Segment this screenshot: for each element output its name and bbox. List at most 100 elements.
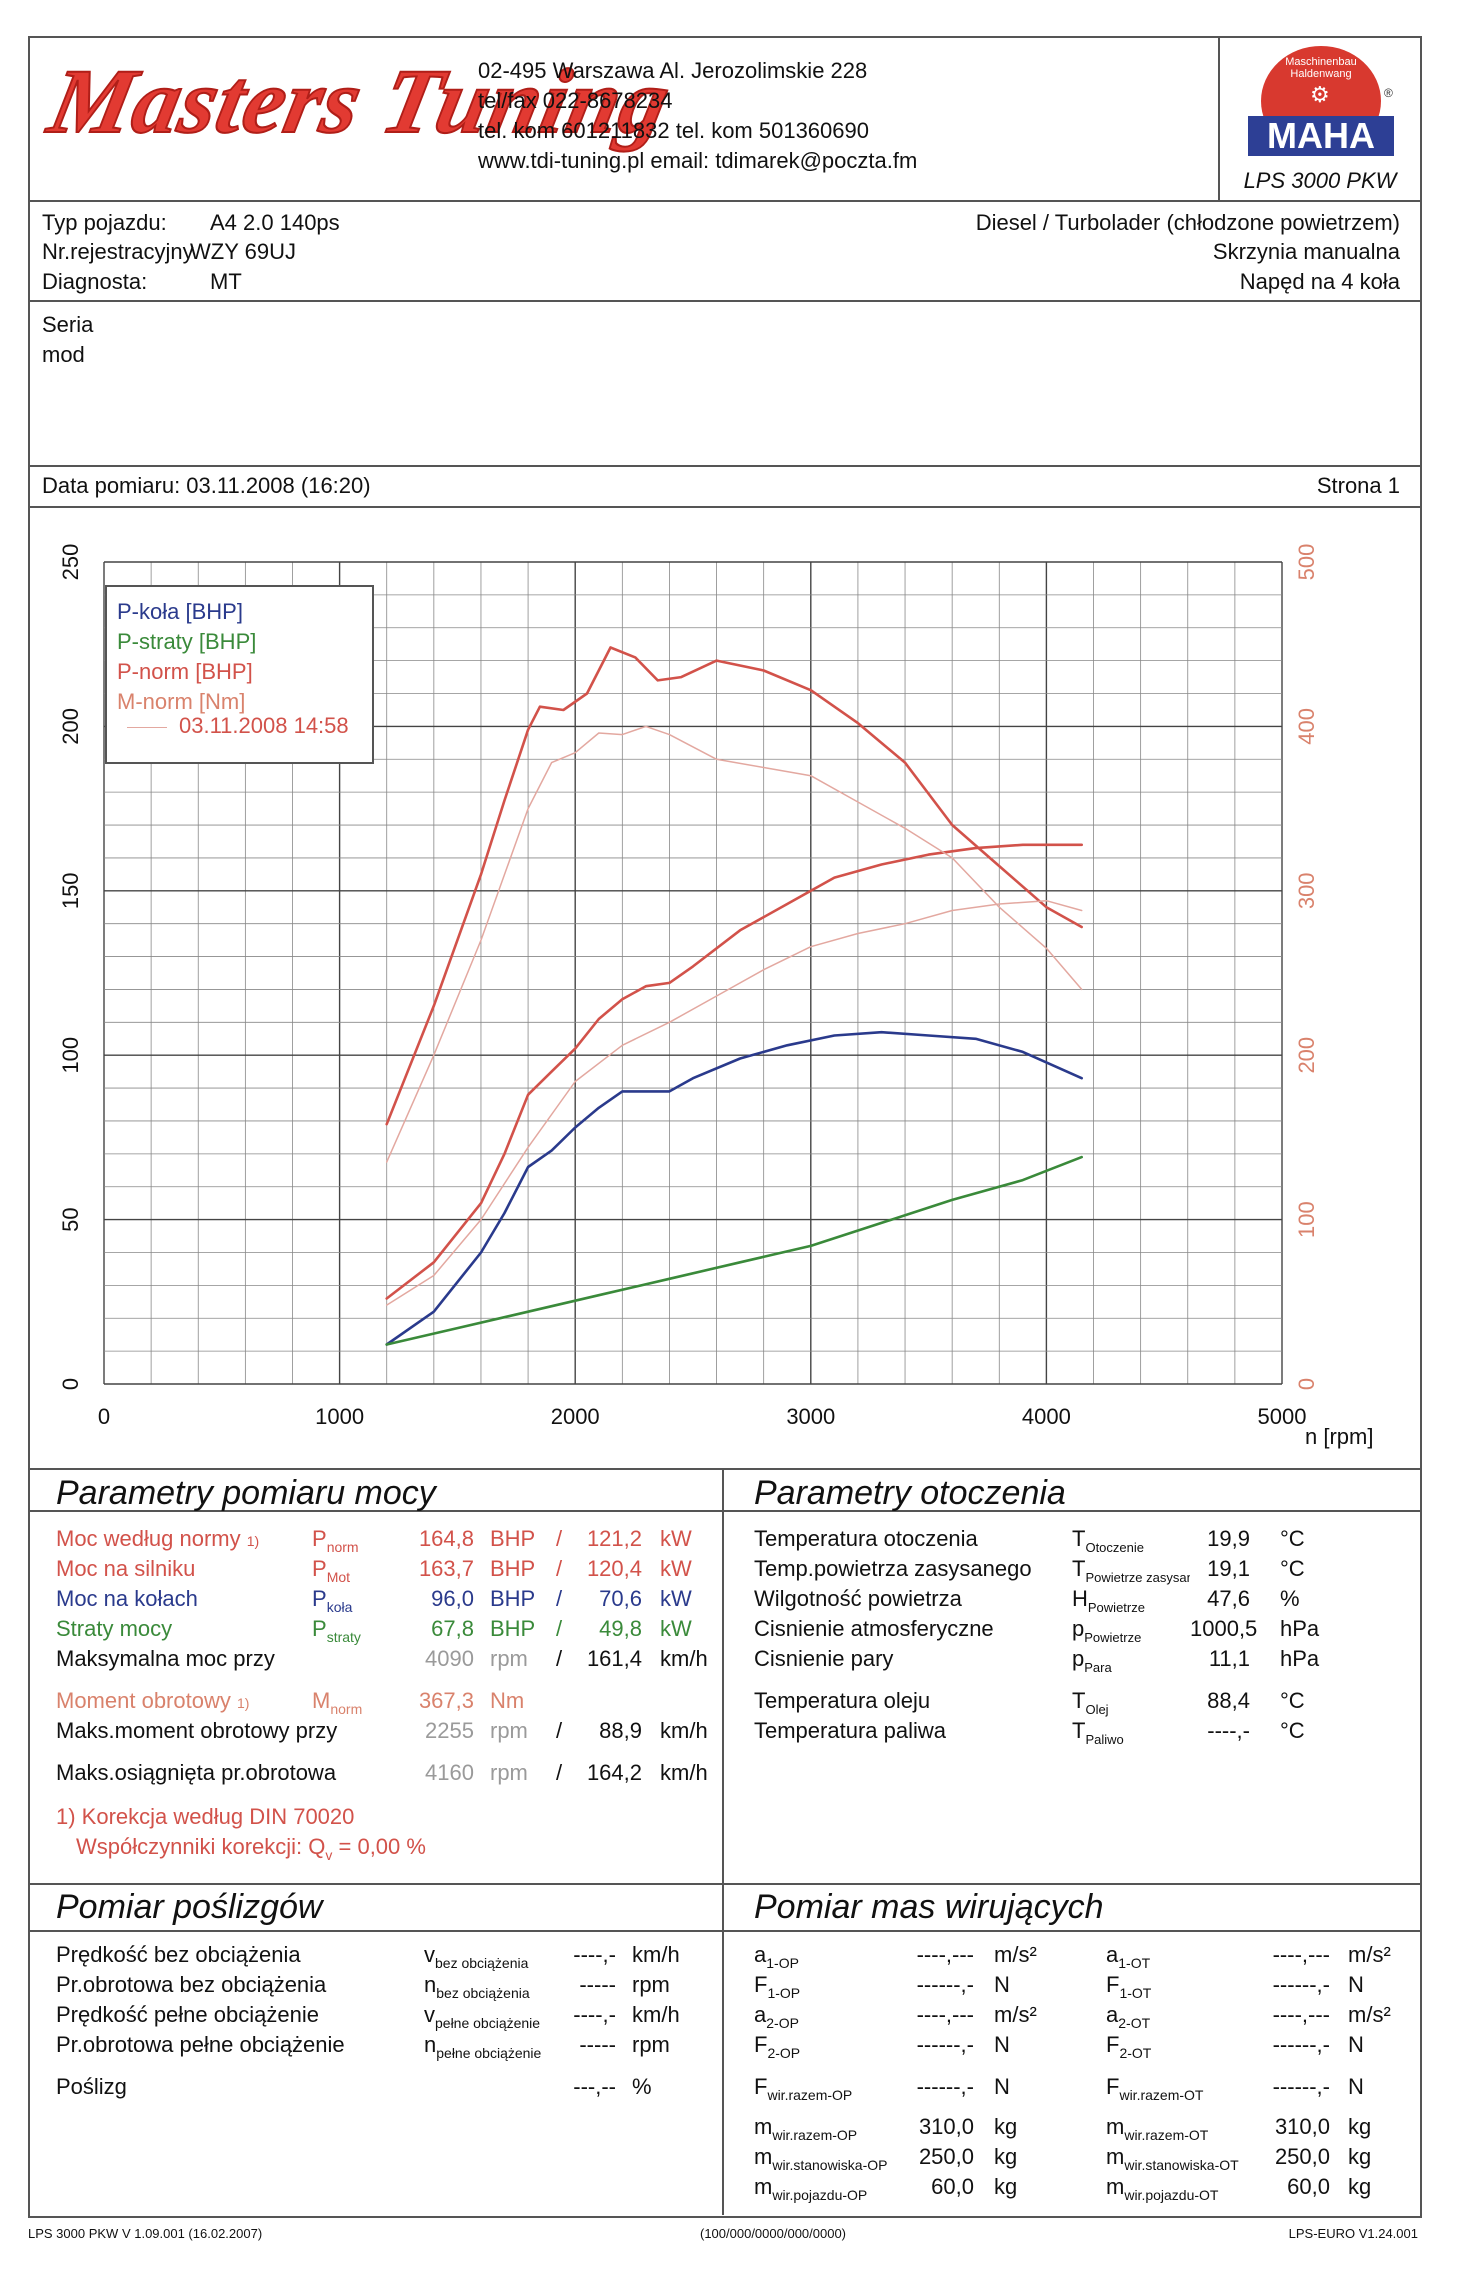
registration-label: Nr.rejestracyjny [42, 239, 194, 264]
mass-value: ------,- [916, 2074, 974, 2099]
torque-unit: Nm [490, 1688, 525, 1713]
mass-unit: N [1348, 2032, 1364, 2057]
maha-wordmark: MAHA [1248, 116, 1394, 156]
mass-value: ------,- [1272, 1972, 1330, 1997]
diagnostician-value: MT [210, 269, 242, 294]
power-wheels-kw: 70,6 [599, 1586, 642, 1611]
max-power-rpm-unit: rpm [490, 1646, 528, 1671]
series-label: Seria [42, 312, 94, 337]
env-symbol: TPaliwo [1072, 1718, 1124, 1747]
mass-value: ----,--- [1272, 2002, 1330, 2027]
slip-symbol-letter: v [424, 1942, 435, 1967]
series-line-m-norm-ref [385, 725, 1083, 1163]
slip-symbol-sub: pełne obciążenie [435, 2015, 541, 2031]
env-unit: hPa [1280, 1646, 1320, 1671]
mass-symbol: mwir.stanowiska-OT [1106, 2144, 1239, 2173]
chart-series [385, 646, 1083, 1346]
env-symbol: pPowietrze [1072, 1616, 1141, 1645]
mass-unit: N [994, 2074, 1010, 2099]
mass-symbol-sub: wir.pojazdu-OT [1124, 2187, 1219, 2203]
y-right-tick-label: 500 [1294, 544, 1319, 581]
mass-value: ------,- [1272, 2032, 1330, 2057]
gearbox-type: Skrzynia manualna [1212, 239, 1400, 264]
slip-symbol: vbez obciążenia [424, 1942, 528, 1971]
power-loss-label: Straty mocy [56, 1616, 173, 1641]
slip-label: Prędkość bez obciążenia [56, 1942, 301, 1967]
torque-value: 367,3 [418, 1688, 474, 1713]
env-label: Wilgotność powietrza [754, 1586, 962, 1611]
power-loss-symbol: Pstraty [312, 1616, 361, 1645]
env-symbol-letter: p [1072, 1616, 1085, 1641]
y-right-tick-label: 0 [1294, 1378, 1319, 1390]
max-rpm-unit: rpm [490, 1760, 528, 1785]
mass-symbol-sub: wir.stanowiska-OT [1124, 2157, 1239, 2173]
footer-code: (100/000/0000/000/0000) [700, 2226, 847, 2241]
mass-symbol-letter: m [1106, 2174, 1125, 2199]
power-norm-kw: 121,2 [586, 1526, 642, 1551]
power-loss-bhp-unit: BHP [490, 1616, 536, 1641]
dyno-model: LPS 3000 PKW [1243, 168, 1397, 193]
env-symbol-letter: p [1072, 1646, 1085, 1671]
divider [28, 1883, 1420, 1885]
mass-value: ----,--- [916, 1942, 974, 1967]
max-power-sep: / [556, 1646, 563, 1671]
mass-symbol-sub: 2-OP [766, 2015, 799, 2031]
env-symbol-sub: Para [1084, 1660, 1112, 1675]
mobile-line: tel. kom 601211832 tel. kom 501360690 [478, 118, 869, 143]
mass-symbol: mwir.pojazdu-OT [1106, 2174, 1218, 2203]
slip-symbol-sub: bez obciążenia [435, 1955, 529, 1971]
env-value: 88,4 [1190, 1688, 1250, 1714]
power-wheels-label: Moc na kołach [56, 1586, 198, 1611]
max-torque-speed: 88,9 [599, 1718, 642, 1743]
slip-symbol-sub: bez obciążenia [436, 1985, 530, 2001]
correction-note: 1) Korekcja według DIN 70020 [56, 1804, 355, 1829]
mass-symbol-sub: 1-OP [766, 1955, 799, 1971]
series-line-p-ko-a-bhp [385, 1030, 1083, 1346]
mass-symbol: F2-OP [754, 2032, 800, 2061]
max-rpm-speed-unit: km/h [660, 1760, 708, 1785]
env-symbol: TPowietrze zasysane [1072, 1556, 1201, 1585]
mass-unit: kg [994, 2174, 1018, 2199]
env-label: Cisnienie pary [754, 1646, 894, 1671]
torque-label: Moment obrotowy 1) [56, 1688, 250, 1713]
mass-symbol-sub: wir.razem-OT [1119, 2087, 1204, 2103]
mass-unit: N [994, 1972, 1010, 1997]
max-power-label: Maksymalna moc przy [56, 1646, 275, 1671]
max-torque-sep: / [556, 1718, 563, 1743]
diagnostician-label: Diagnosta: [42, 269, 148, 294]
env-value: ----,- [1190, 1718, 1250, 1744]
mass-unit: N [1348, 1972, 1364, 1997]
mass-symbol: Fwir.razem-OT [1106, 2074, 1203, 2103]
env-value: 11,1 [1190, 1646, 1250, 1672]
power-loss-sep: / [556, 1616, 563, 1641]
mass-symbol: mwir.pojazdu-OP [754, 2174, 867, 2203]
env-symbol-letter: T [1072, 1688, 1086, 1713]
env-symbol: TOtoczenie [1072, 1526, 1144, 1555]
env-symbol: HPowietrze [1072, 1586, 1145, 1615]
mod-label: mod [42, 342, 85, 367]
maha-ring-text: Maschinenbau Haldenwang [1285, 56, 1357, 80]
slip-symbol-letter: v [424, 2002, 435, 2027]
address-line: 02-495 Warszawa Al. Jerozolimskie 228 [478, 58, 868, 83]
mass-symbol-letter: F [754, 2074, 768, 2099]
mass-unit: kg [1348, 2144, 1372, 2169]
x-tick-label: 5000 [1258, 1404, 1307, 1429]
mass-unit: kg [994, 2114, 1018, 2139]
mass-value: 250,0 [1274, 2144, 1330, 2169]
divider [28, 506, 1420, 508]
mass-symbol: a2-OP [754, 2002, 799, 2031]
env-label: Temperatura oleju [754, 1688, 931, 1713]
mass-symbol-letter: m [754, 2174, 773, 2199]
slip-label: Poślizg [56, 2074, 127, 2099]
y-left-tick-label: 0 [58, 1378, 83, 1390]
power-norm-bhp: 164,8 [418, 1526, 474, 1551]
dyno-chart: 0 1000 2000 3000 4000 5000 0 50 100 150 200 250 0 100… [58, 544, 1319, 1429]
max-torque-speed-unit: km/h [660, 1718, 708, 1743]
mass-symbol-sub: wir.razem-OP [772, 2127, 858, 2143]
mass-symbol: Fwir.razem-OP [754, 2074, 852, 2103]
mass-unit: kg [994, 2144, 1018, 2169]
mass-symbol: F1-OP [754, 1972, 800, 2001]
gear-icon: ⚙ [1310, 82, 1330, 107]
mass-symbol-letter: F [754, 1972, 768, 1997]
power-wheels-bhp: 96,0 [431, 1586, 474, 1611]
